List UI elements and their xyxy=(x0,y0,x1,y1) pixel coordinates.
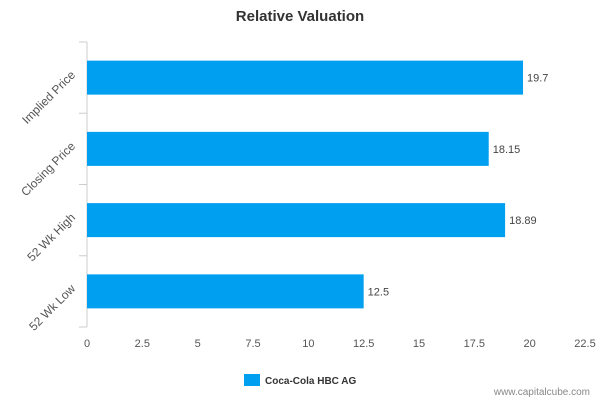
category-label: Closing Price xyxy=(18,139,78,199)
bar-52-wk-high xyxy=(87,203,506,238)
category-label: Implied Price xyxy=(19,68,78,127)
x-tick-label: 5 xyxy=(195,338,201,350)
x-tick-label: 20 xyxy=(524,338,536,350)
plot-area: 19.7 Implied Price 18.15 Closing Price 18.89… xyxy=(18,41,596,350)
x-tick-label: 0 xyxy=(84,338,90,350)
legend-swatch xyxy=(244,374,260,386)
x-tick-label: 10 xyxy=(302,338,314,350)
bar-closing-price xyxy=(87,131,489,166)
legend: Coca-Cola HBC AG xyxy=(244,374,357,387)
category-label: 52 Wk High xyxy=(24,210,78,264)
data-label: 18.15 xyxy=(493,144,521,156)
x-tick-label: 22.5 xyxy=(574,338,595,350)
x-tick-label: 7.5 xyxy=(245,338,260,350)
category-label: 52 Wk Low xyxy=(26,281,78,333)
legend-label: Coca-Cola HBC AG xyxy=(265,376,357,387)
x-tick-label: 2.5 xyxy=(135,338,150,350)
x-tick-label: 12.5 xyxy=(353,338,374,350)
data-label: 19.7 xyxy=(527,73,548,85)
data-label: 12.5 xyxy=(368,286,389,298)
chart-title: Relative Valuation xyxy=(236,8,364,25)
x-tick-label: 15 xyxy=(413,338,425,350)
bar-implied-price xyxy=(87,60,524,95)
data-label: 18.89 xyxy=(509,215,537,227)
x-tick-label: 17.5 xyxy=(464,338,485,350)
bar-52-wk-low xyxy=(87,274,364,309)
footer-source: www.capitalcube.com xyxy=(493,387,590,398)
